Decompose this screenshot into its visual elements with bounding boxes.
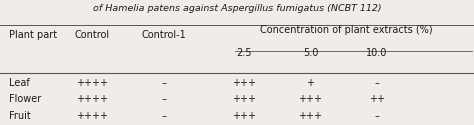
Text: Flower: Flower xyxy=(9,94,42,104)
Text: +++: +++ xyxy=(232,111,256,121)
Text: Fruit: Fruit xyxy=(9,111,31,121)
Text: +++: +++ xyxy=(232,78,256,88)
Text: –: – xyxy=(161,78,166,88)
Text: –: – xyxy=(161,111,166,121)
Text: Concentration of plant extracts (%): Concentration of plant extracts (%) xyxy=(260,25,432,35)
Text: +++: +++ xyxy=(232,94,256,104)
Text: –: – xyxy=(374,111,379,121)
Text: ++: ++ xyxy=(369,94,385,104)
Text: Leaf: Leaf xyxy=(9,78,30,88)
Text: Control: Control xyxy=(75,30,110,40)
Text: ++++: ++++ xyxy=(76,111,109,121)
Text: +: + xyxy=(307,78,314,88)
Text: 2.5: 2.5 xyxy=(237,48,252,58)
Text: ++++: ++++ xyxy=(76,78,109,88)
Text: +++: +++ xyxy=(299,94,322,104)
Text: ++++: ++++ xyxy=(76,94,109,104)
Text: of Hamelia patens against Aspergillus fumigatus (NCBT 112): of Hamelia patens against Aspergillus fu… xyxy=(93,4,381,13)
Text: –: – xyxy=(161,94,166,104)
Text: –: – xyxy=(374,78,379,88)
Text: Control-1: Control-1 xyxy=(141,30,186,40)
Text: 5.0: 5.0 xyxy=(303,48,318,58)
Text: +++: +++ xyxy=(299,111,322,121)
Text: 10.0: 10.0 xyxy=(366,48,388,58)
Text: Plant part: Plant part xyxy=(9,30,58,40)
